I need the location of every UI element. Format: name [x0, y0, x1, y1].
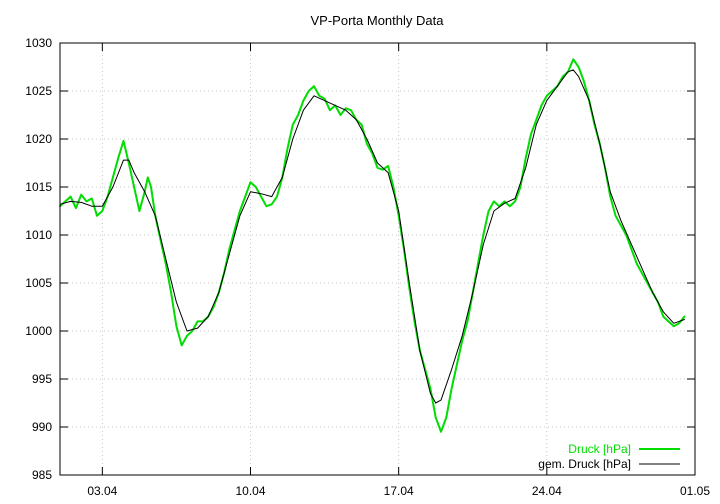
chart-title: VP-Porta Monthly Data: [311, 13, 445, 28]
series-line-druck: [59, 58, 686, 433]
y-tick-label: 995: [32, 372, 52, 386]
grid: [60, 43, 695, 475]
ticks: [60, 42, 696, 476]
y-tick-label: 985: [32, 468, 52, 482]
y-tick-label: 1015: [25, 180, 52, 194]
y-tick-label: 990: [32, 420, 52, 434]
x-tick-label: 03.04: [87, 484, 117, 498]
x-tick-label: 17.04: [384, 484, 414, 498]
series-line-gem-druck: [59, 69, 685, 404]
y-tick-label: 1000: [25, 324, 52, 338]
y-tick-label: 1020: [25, 132, 52, 146]
legend-label-druck: Druck [hPa]: [568, 442, 631, 456]
y-tick-label: 1030: [25, 36, 52, 50]
plot-frame: [59, 42, 696, 476]
tick-labels: 985 990 995 1000 1005 1010 1015 1020 1025 1030 03.…: [25, 36, 710, 498]
y-tick-label: 1010: [25, 228, 52, 242]
series-layer: [59, 58, 686, 433]
x-tick-label: 24.04: [532, 484, 562, 498]
y-tick-label: 1005: [25, 276, 52, 290]
x-tick-label: 10.04: [235, 484, 265, 498]
legend: Druck [hPa] gem. Druck [hPa]: [538, 442, 680, 471]
y-tick-label: 1025: [25, 84, 52, 98]
legend-label-gem-druck: gem. Druck [hPa]: [538, 457, 631, 471]
x-tick-label: 01.05: [680, 484, 710, 498]
